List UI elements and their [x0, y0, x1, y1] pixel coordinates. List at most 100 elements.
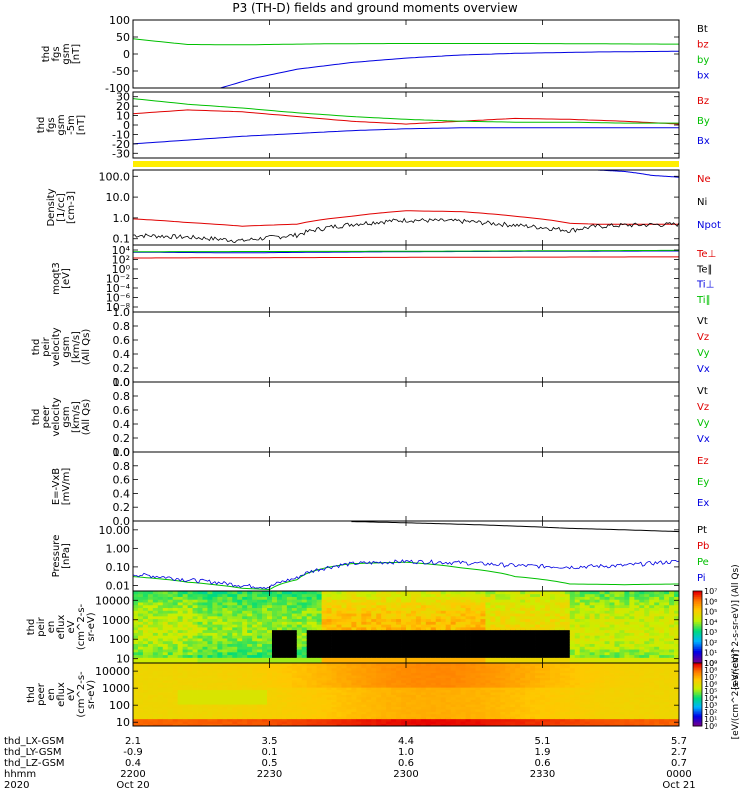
spectrogram-cell — [281, 711, 288, 715]
spectrogram-cell — [271, 713, 278, 717]
spectrogram-cell — [604, 640, 610, 645]
spectrogram-cell — [406, 651, 412, 656]
spectrogram-cell — [197, 627, 203, 631]
spectrogram-cell — [222, 602, 228, 606]
spectrogram-cell — [425, 718, 432, 722]
spectrogram-cell — [257, 665, 263, 669]
spectrogram-cell — [212, 621, 218, 625]
spectrogram-cell — [306, 602, 313, 606]
spectrogram-cell — [664, 593, 670, 597]
spectrogram-cell — [207, 618, 213, 622]
spectrogram-cell — [544, 632, 551, 636]
spectrogram-cell — [371, 640, 377, 645]
spectrogram-cell — [346, 651, 352, 656]
spectrogram-cell — [505, 643, 511, 647]
spectrogram-cell — [157, 613, 164, 617]
spectrogram-cell — [237, 651, 243, 656]
spectrogram-cell — [217, 596, 223, 600]
spectrogram-cell — [301, 649, 308, 653]
spectrogram-cell — [435, 643, 442, 647]
legend-Pi: Pi — [697, 573, 706, 584]
spectrogram-cell — [535, 591, 541, 595]
spectrogram-cell — [182, 638, 188, 642]
spectrogram-cell — [381, 682, 387, 686]
spectrogram-cell — [609, 621, 615, 625]
spectrogram-cell — [341, 657, 347, 661]
spectrogram-cell — [430, 638, 437, 642]
colorbar-cell — [693, 607, 702, 610]
spectrogram-cell — [133, 694, 139, 698]
spectrogram-cell — [594, 643, 600, 647]
spectrogram-cell — [217, 675, 223, 678]
spectrogram-cell — [137, 718, 144, 722]
spectrogram-cell — [554, 660, 561, 664]
spectrogram-cell — [475, 649, 481, 653]
spectrogram-cell — [242, 649, 248, 653]
legend-Ti∥: Ti∥ — [696, 295, 711, 306]
spectrogram-cell — [276, 689, 283, 693]
spectrogram-cell — [227, 663, 233, 666]
y-tick-label: 0 — [123, 119, 130, 132]
spectrogram-cell — [202, 618, 208, 622]
spectrogram-cell — [445, 593, 452, 597]
spectrogram-cell — [396, 692, 402, 695]
spectrogram-cell — [381, 721, 387, 724]
spectrogram-cell — [361, 654, 367, 658]
spectrogram-cell — [167, 613, 174, 617]
spectrogram-cell — [311, 593, 318, 597]
spectrogram-cell — [281, 640, 288, 645]
spectrogram-cell — [321, 627, 327, 631]
spectrogram-cell — [227, 716, 233, 720]
spectrogram-cell — [341, 638, 347, 642]
spectrogram-cell — [172, 618, 179, 622]
spectrogram-cell — [589, 593, 596, 597]
spectrogram-cell — [237, 593, 243, 597]
spectrogram-cell — [222, 706, 228, 710]
spectrogram-cell — [311, 718, 318, 722]
y-axis-label: [km/s] — [71, 331, 82, 363]
spectrogram-cell — [460, 635, 466, 639]
spectrogram-cell — [480, 627, 486, 631]
spectrogram-cell — [455, 638, 461, 642]
spectrogram-cell — [371, 677, 377, 681]
colorbar-tick-label: 10⁵ — [704, 608, 717, 617]
spectrogram-cell — [634, 627, 640, 631]
spectrogram-cell — [276, 704, 283, 708]
spectrogram-cell — [391, 694, 397, 698]
spectrogram-cell — [619, 618, 625, 622]
y-tick-label: 1000 — [102, 614, 130, 627]
spectrogram-cell — [271, 704, 278, 708]
spectrogram-cell — [341, 643, 347, 647]
spectrogram-cell — [326, 696, 332, 700]
spectrogram-cell — [276, 640, 283, 645]
spectrogram-cell — [594, 607, 600, 611]
spectrogram-cell — [187, 660, 193, 664]
spectrogram-cell — [634, 629, 640, 633]
spectrogram-cell — [366, 718, 372, 722]
spectrogram-cell — [346, 621, 352, 625]
legend-Vx: Vx — [697, 364, 710, 375]
spectrogram-cell — [401, 591, 407, 595]
spectrogram-cell — [450, 613, 457, 617]
spectrogram-cell — [311, 687, 318, 691]
spectrogram-cell — [316, 682, 323, 686]
spectrogram-cell — [237, 704, 243, 708]
spectrogram-cell — [599, 632, 605, 636]
spectrogram-cell — [460, 689, 466, 693]
spectrogram-cell — [336, 638, 342, 642]
spectrogram-cell — [351, 682, 357, 686]
spectrogram-cell — [167, 657, 174, 661]
spectrogram-cell — [371, 624, 377, 628]
spectrogram-cell — [579, 654, 586, 658]
spectrogram-cell — [172, 660, 179, 664]
spectrogram-cell — [440, 604, 447, 609]
spectrogram-cell — [271, 624, 278, 628]
spectrogram-cell — [614, 621, 620, 625]
spectrogram-cell — [212, 627, 218, 631]
spectrogram-cell — [232, 646, 238, 650]
spectrogram-cell — [465, 713, 471, 717]
spectrogram-cell — [450, 591, 457, 595]
spectrogram-cell — [286, 591, 293, 595]
spectrogram-cell — [147, 670, 154, 674]
series-Pi — [132, 559, 680, 590]
